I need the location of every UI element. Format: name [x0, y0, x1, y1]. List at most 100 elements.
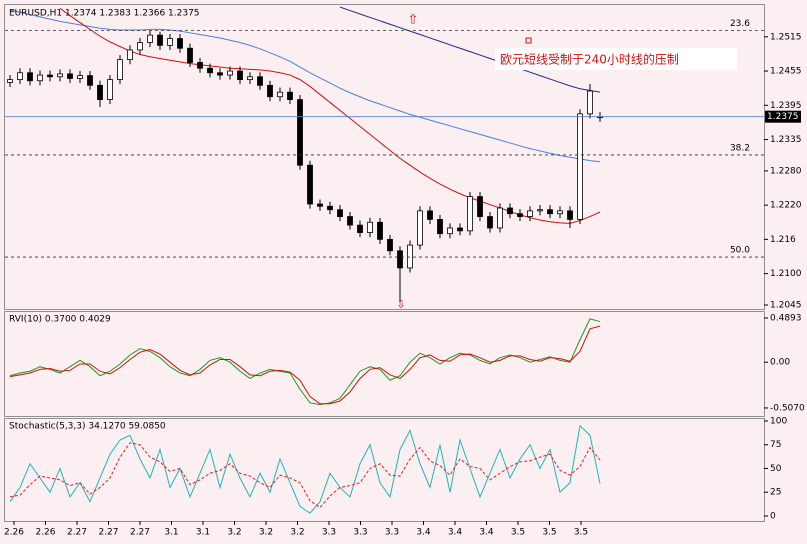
x-tick-label: 3.3	[353, 528, 367, 538]
candle-body	[77, 75, 83, 79]
candle-body	[567, 210, 573, 220]
y-tick-label: 1.2045	[770, 301, 802, 311]
y-tick-label: 1.2100	[770, 269, 802, 279]
candle-body	[477, 196, 483, 217]
y-tick-label: 1.2335	[770, 135, 802, 145]
candle-body	[437, 219, 443, 235]
candle-body	[407, 244, 413, 269]
x-tick-label: 3.1	[196, 528, 210, 538]
fib-label: 38.2	[730, 143, 750, 153]
candle-body	[337, 209, 343, 217]
y-tick-label: 1.216	[770, 235, 796, 245]
candle-body	[167, 38, 173, 46]
candle-body	[87, 75, 93, 86]
candle-body	[147, 34, 153, 43]
annotation: 欧元短线受制于240小时线的压制	[500, 52, 679, 67]
x-tick-label: 2.27	[67, 528, 87, 538]
candle-body	[197, 62, 203, 69]
x-tick-label: 2.26	[4, 528, 24, 538]
candle-body	[217, 72, 223, 76]
y-tick-label: 75	[770, 440, 781, 450]
candle-body	[557, 210, 563, 215]
up-arrow-marker: ⇧	[408, 13, 419, 28]
candle-body	[257, 76, 263, 86]
x-tick-label: 3.2	[227, 528, 241, 538]
candle-body	[517, 213, 523, 217]
fib-label: 23.6	[730, 19, 750, 29]
candle-body	[387, 238, 393, 252]
candle-body	[467, 196, 473, 232]
candle-body	[207, 67, 213, 74]
candle-body	[587, 90, 593, 115]
candle-body	[247, 76, 253, 81]
series-line	[9, 325, 601, 405]
candle-body	[47, 74, 53, 78]
y-tick-label: 100	[770, 416, 787, 426]
price-label: 1.2375	[767, 112, 799, 122]
candle-body	[117, 59, 123, 81]
candle-body	[17, 72, 23, 81]
signal-marker	[525, 37, 532, 44]
down-marker: ⇩	[396, 298, 405, 311]
candle-body	[127, 49, 133, 61]
candle-body	[37, 74, 43, 82]
candle-body	[237, 70, 243, 81]
candle-body	[397, 250, 403, 269]
price-box	[765, 110, 801, 123]
candle-body	[487, 216, 493, 229]
x-tick-label: 2.27	[130, 528, 150, 538]
candle-body	[497, 207, 503, 229]
candle-body	[267, 84, 273, 98]
candle-body	[227, 70, 233, 76]
candle-body	[137, 42, 143, 51]
candle-body	[537, 209, 543, 212]
fib-label: 50.0	[730, 246, 750, 256]
y-tick-label: -0.5070	[770, 403, 805, 413]
rvi-panel	[4, 311, 765, 417]
candle-body	[417, 210, 423, 246]
plot-layer: 1.2515 1.2455 1.2395 1.2335 1.2280 1.2220 1.21…	[4, 6, 805, 538]
stochastic-panel	[4, 418, 765, 522]
candle-body	[67, 73, 73, 79]
candle-body	[457, 227, 463, 232]
series-line	[339, 6, 601, 93]
candle-body	[307, 164, 313, 205]
candle-body	[507, 207, 513, 215]
candle-body	[97, 84, 103, 100]
series-line	[9, 318, 601, 406]
candle-body	[347, 216, 353, 226]
candle-body	[277, 91, 283, 98]
x-tick-label: 3.3	[385, 528, 399, 538]
candle-body	[547, 209, 553, 215]
candle-body	[357, 224, 363, 233]
y-tick-label: 1.2395	[770, 101, 802, 111]
candle-body	[367, 221, 373, 233]
y-tick-label: 1.2280	[770, 166, 802, 176]
series-line	[9, 424, 601, 514]
y-tick-label: 25	[770, 488, 781, 498]
main-panel	[4, 4, 765, 310]
series-line	[9, 9, 601, 163]
x-tick-label: 2.26	[35, 528, 55, 538]
x-tick-label: 3.5	[574, 528, 588, 538]
candle-body	[7, 79, 13, 83]
candle-body	[187, 47, 193, 63]
y-tick-label: 0.4893	[770, 314, 802, 324]
candle-body	[177, 38, 183, 49]
series-line	[9, 442, 601, 509]
x-tick-label: 3.4	[416, 528, 431, 538]
annotation-box	[495, 48, 737, 70]
y-tick-label: 1.2220	[770, 201, 802, 211]
x-tick-label: 3.2	[290, 528, 304, 538]
panel-title: EURUSD,H1 1.2374 1.2383 1.2366 1.2375	[9, 9, 200, 19]
x-tick-label: 2.27	[98, 528, 118, 538]
candle-body	[27, 72, 33, 82]
y-tick-label: 1.2455	[770, 67, 802, 77]
x-tick-label: 3.4	[479, 528, 494, 538]
x-tick-label: 3.4	[448, 528, 463, 538]
candle-body	[57, 73, 63, 78]
candle-body	[447, 227, 453, 235]
